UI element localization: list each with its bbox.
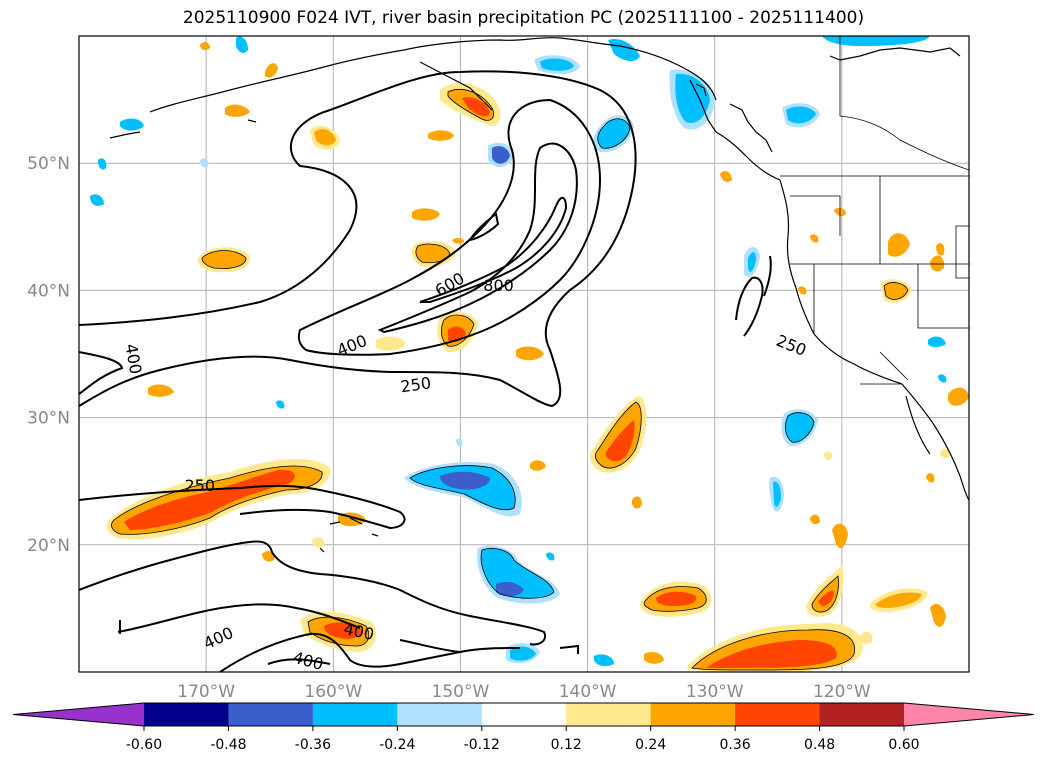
colorbar: -0.60 -0.48 -0.36 -0.24 -0.12 0.12 0.24 0.36 0.4… [12, 702, 1035, 753]
colorbar-tick-label: 0.48 [804, 737, 835, 753]
colorbar-tick-label: -0.12 [464, 737, 500, 753]
colorbar-tick-label: 0.36 [720, 737, 751, 753]
colorbar-tick-label: 0.12 [551, 737, 582, 753]
lon-tick-label: 120°W [813, 682, 871, 702]
precipitation-anomaly-fill [90, 36, 969, 672]
colorbar-tick-label: 0.24 [635, 737, 666, 753]
colorbar-segment [819, 703, 905, 726]
colorbar-extend-max [904, 703, 1034, 726]
coastline [109, 36, 969, 553]
precipitation-anomaly-outline [111, 89, 909, 671]
colorbar-segment [566, 703, 652, 726]
lat-tick-label: 40°N [27, 281, 70, 301]
ivt-contour-label: 250 [185, 476, 216, 495]
map-frame [78, 35, 970, 673]
lat-tick-label: 20°N [27, 536, 70, 556]
political-borders [780, 36, 969, 385]
lon-tick-label: 160°W [304, 682, 362, 702]
colorbar-tick-label: -0.48 [210, 737, 246, 753]
lon-tick-label: 150°W [432, 682, 490, 702]
colorbar-segment [228, 703, 314, 726]
lon-tick-label: 170°W [177, 682, 235, 702]
colorbar-tick-label: -0.24 [379, 737, 415, 753]
lon-tick-label: 130°W [686, 682, 744, 702]
map-title: 2025110900 F024 IVT, river basin precipi… [182, 8, 865, 28]
colorbar-segment [144, 703, 229, 726]
colorbar-segment [397, 703, 483, 726]
colorbar-tick-label: -0.60 [126, 737, 162, 753]
colorbar-tick-label: -0.36 [295, 737, 331, 753]
ivt-contour-label: 800 [483, 276, 514, 295]
colorbar-tick-label: 0.60 [888, 737, 919, 753]
colorbar-segment [735, 703, 821, 726]
longitude-tick-labels: 170°W 160°W 150°W 140°W 130°W 120°W [177, 682, 871, 702]
ivt-contour-label: 250 [399, 373, 432, 396]
lat-tick-label: 50°N [27, 154, 70, 174]
lon-tick-label: 140°W [559, 682, 617, 702]
ivt-contours [79, 70, 772, 672]
colorbar-segment [650, 703, 736, 726]
lat-tick-label: 30°N [27, 409, 70, 429]
latitude-tick-labels: 20°N 30°N 40°N 50°N [27, 154, 70, 556]
colorbar-extend-min [13, 703, 144, 726]
colorbar-segment [481, 703, 567, 726]
colorbar-segment [312, 703, 398, 726]
gridlines [79, 36, 969, 672]
